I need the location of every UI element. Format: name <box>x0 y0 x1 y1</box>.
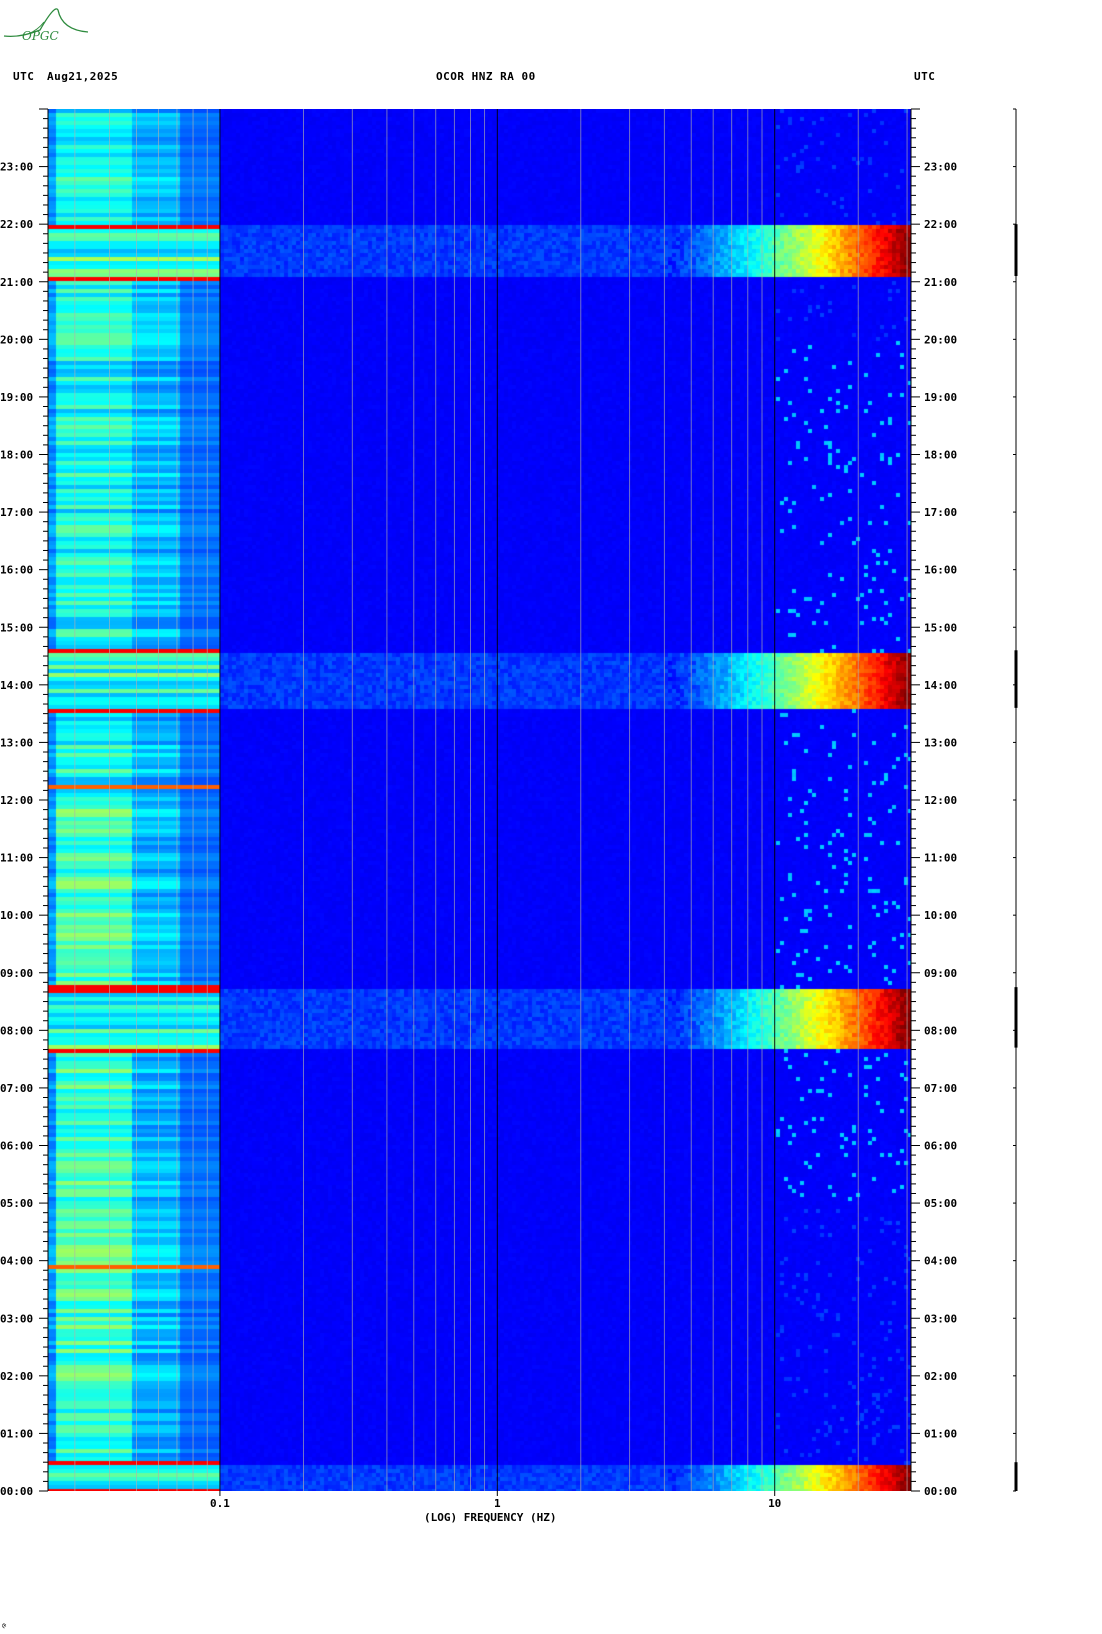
y-tick-label-right: 08:00 <box>924 1024 957 1037</box>
y-tick-label-right: 18:00 <box>924 449 957 462</box>
header-left-utc: UTC <box>13 70 35 83</box>
y-tick-label-right: 19:00 <box>924 391 957 404</box>
y-tick-label-left: 19:00 <box>0 391 33 404</box>
y-tick-label-left: 17:00 <box>0 506 33 519</box>
y-tick-label-right: 09:00 <box>924 967 957 980</box>
y-tick-label-right: 20:00 <box>924 333 957 346</box>
y-tick-label-left: 16:00 <box>0 564 33 577</box>
y-tick-label-right: 13:00 <box>924 736 957 749</box>
opgc-logo: OPGC <box>3 8 89 43</box>
y-tick-label-right: 00:00 <box>924 1485 957 1498</box>
x-tick-label: 10 <box>768 1497 781 1510</box>
y-tick-label-left: 09:00 <box>0 967 33 980</box>
y-tick-label-right: 07:00 <box>924 1082 957 1095</box>
y-tick-label-left: 03:00 <box>0 1312 33 1325</box>
y-tick-label-left: 15:00 <box>0 621 33 634</box>
y-tick-label-left: 04:00 <box>0 1255 33 1268</box>
y-tick-label-right: 06:00 <box>924 1140 957 1153</box>
header-right-utc: UTC <box>914 70 936 83</box>
y-tick-label-left: 23:00 <box>0 161 33 174</box>
y-tick-label-right: 01:00 <box>924 1427 957 1440</box>
y-tick-label-right: 03:00 <box>924 1312 957 1325</box>
y-tick-label-left: 05:00 <box>0 1197 33 1210</box>
y-tick-label-right: 10:00 <box>924 909 957 922</box>
y-tick-label-right: 04:00 <box>924 1255 957 1268</box>
y-tick-label-right: 22:00 <box>924 218 957 231</box>
y-tick-label-left: 12:00 <box>0 794 33 807</box>
y-tick-label-right: 02:00 <box>924 1370 957 1383</box>
y-tick-label-left: 06:00 <box>0 1140 33 1153</box>
y-tick-label-left: 11:00 <box>0 852 33 865</box>
y-tick-label-left: 21:00 <box>0 276 33 289</box>
logo-text: OPGC <box>22 29 59 43</box>
y-tick-label-right: 16:00 <box>924 564 957 577</box>
y-tick-label-left: 20:00 <box>0 333 33 346</box>
x-axis-label: (LOG) FREQUENCY (HZ) <box>424 1511 557 1524</box>
y-tick-label-left: 10:00 <box>0 909 33 922</box>
y-tick-label-left: 01:00 <box>0 1427 33 1440</box>
y-tick-label-right: 23:00 <box>924 161 957 174</box>
y-tick-label-right: 15:00 <box>924 621 957 634</box>
y-tick-label-right: 21:00 <box>924 276 957 289</box>
y-tick-label-right: 11:00 <box>924 852 957 865</box>
y-tick-label-left: 18:00 <box>0 449 33 462</box>
y-tick-label-left: 07:00 <box>0 1082 33 1095</box>
y-tick-label-left: 22:00 <box>0 218 33 231</box>
x-tick-label: 0.1 <box>210 1497 230 1510</box>
y-tick-label-right: 17:00 <box>924 506 957 519</box>
y-tick-label-right: 14:00 <box>924 679 957 692</box>
y-tick-label-right: 05:00 <box>924 1197 957 1210</box>
x-tick-label: 1 <box>494 1497 501 1510</box>
y-tick-label-left: 00:00 <box>0 1485 33 1498</box>
header-station: OCOR HNZ RA 00 <box>436 70 536 83</box>
y-tick-label-left: 14:00 <box>0 679 33 692</box>
y-tick-label-right: 12:00 <box>924 794 957 807</box>
y-tick-label-left: 13:00 <box>0 736 33 749</box>
corner-mark: ⨴ <box>2 1622 7 1630</box>
header-date: Aug21,2025 <box>47 70 119 83</box>
y-tick-label-left: 02:00 <box>0 1370 33 1383</box>
spectrogram-heatmap <box>48 109 911 1491</box>
y-tick-label-left: 08:00 <box>0 1024 33 1037</box>
